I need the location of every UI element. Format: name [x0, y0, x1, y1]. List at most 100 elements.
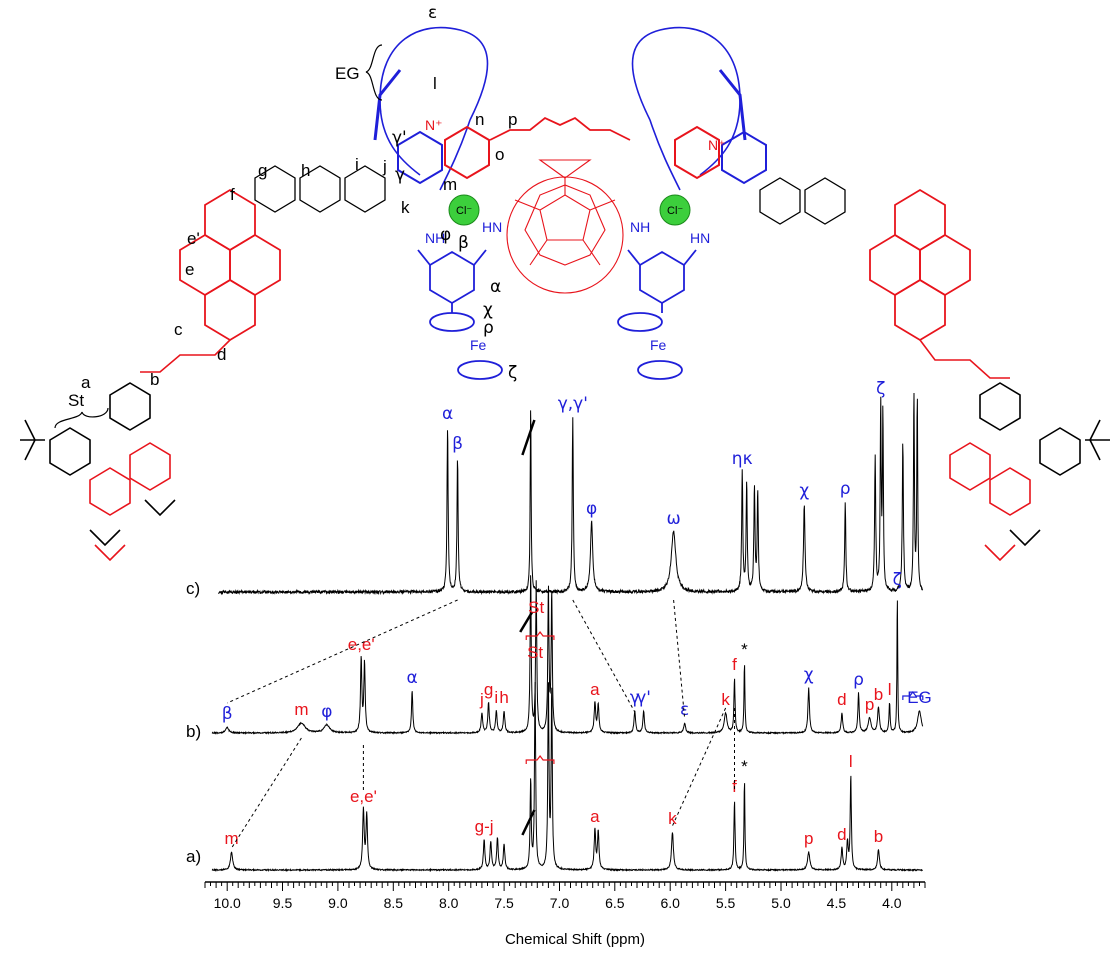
peak-label: γ: [630, 688, 640, 708]
molecular-structure: EG: [20, 3, 1110, 562]
ndi-left: [179, 188, 281, 342]
struct-letter-e-prime: e': [187, 229, 200, 248]
peak-label: e,e': [350, 787, 377, 806]
x-tick-label: 10.0: [214, 895, 241, 911]
correlation-line: [671, 707, 727, 827]
trace-label-c: c): [186, 579, 200, 598]
struct-letter-beta: β: [458, 233, 469, 253]
right-chloride-ball: [659, 194, 691, 226]
right-chloride-text: Cl⁻: [667, 205, 683, 217]
peak-label: p: [804, 829, 813, 848]
axis-break-mark: [519, 611, 534, 633]
peak-label: φ: [321, 702, 332, 722]
eg-brace: [365, 44, 383, 101]
left-ferrocene: [417, 249, 503, 380]
x-tick-label: 4.5: [827, 895, 847, 911]
right-linker: [919, 339, 1010, 379]
peak-label: EG: [907, 688, 932, 707]
peak-label: St: [528, 598, 544, 617]
struct-letter-c: c: [174, 320, 183, 339]
right-ferrocene: [617, 249, 697, 380]
peak-label: l: [888, 680, 892, 699]
struct-letter-k: k: [401, 198, 410, 217]
peak-label: β: [452, 434, 463, 454]
struct-letter-alpha: α: [490, 277, 501, 297]
st-label: St: [68, 391, 84, 410]
spectrum-trace: [217, 392, 924, 596]
peak-label: d: [837, 825, 846, 844]
struct-letter-m: m: [443, 175, 457, 194]
peak-label: g: [484, 680, 493, 699]
struct-letter-h: h: [301, 161, 310, 180]
struct-letter-b: b: [150, 370, 159, 389]
peak-label: ζ: [876, 379, 885, 399]
struct-letter-d: d: [217, 345, 226, 364]
peak-label: β: [222, 704, 233, 724]
right-nplus-label: N⁺: [708, 137, 726, 153]
peak-label: *: [741, 757, 748, 776]
peak-label: b: [874, 685, 883, 704]
x-tick-label: 9.0: [328, 895, 348, 911]
peak-label: χ: [804, 665, 814, 685]
struct-letter-a: a: [81, 373, 91, 392]
peak-label: l: [849, 752, 853, 771]
nmr-spectra: [211, 392, 924, 873]
correlation-line: [231, 737, 302, 849]
aromatic-rings: [254, 125, 846, 225]
peak-label: χ: [799, 481, 809, 501]
peak-label: m: [225, 829, 239, 848]
x-tick-label: 7.0: [550, 895, 570, 911]
left-hn-label: HN: [482, 219, 502, 235]
peak-label: ρ: [853, 670, 864, 690]
struct-letter-j: j: [382, 157, 387, 176]
peak-label: ζ: [893, 570, 902, 590]
struct-letter-p: p: [508, 110, 517, 129]
nmr-peak-labels: me,e'g-jStakf*pdlbβmφe,e'αjgihStaγγ'εkf*…: [222, 379, 932, 848]
left-chloride-text: Cl⁻: [456, 205, 472, 217]
right-hn-label: HN: [690, 230, 710, 246]
peak-label: φ: [586, 499, 597, 519]
left-nplus-label: N⁺: [425, 117, 443, 133]
correlation-line: [673, 599, 686, 719]
peak-label: i: [494, 688, 498, 707]
c60-fullerene: [506, 159, 624, 294]
x-tick-label: 4.0: [882, 895, 902, 911]
peak-label: j: [479, 690, 484, 709]
x-tick-label: 5.5: [716, 895, 736, 911]
struct-letter-chi: χ: [483, 300, 493, 320]
peak-label: ω: [666, 509, 680, 529]
struct-letter-gamma: γ: [395, 165, 405, 185]
trace-label-a: a): [186, 847, 201, 866]
peak-label: a: [590, 680, 600, 699]
struct-letter-zeta: ζ: [508, 363, 517, 383]
axis-break-mark: [521, 419, 536, 456]
struct-letter-rho: ρ: [483, 318, 494, 338]
struct-letter-g: g: [258, 161, 267, 180]
peak-label: b: [874, 827, 883, 846]
peak-brace: [902, 691, 924, 700]
x-tick-label: 5.0: [771, 895, 791, 911]
struct-letter-phi: φ: [440, 225, 451, 245]
peak-label: p: [865, 695, 874, 714]
peak-label: h: [499, 688, 508, 707]
peak-label: d: [837, 690, 846, 709]
struct-letter-i: i: [355, 155, 359, 174]
peak-label: α: [406, 668, 417, 688]
peak-label: ηκ: [732, 449, 753, 469]
right-nh-label: NH: [630, 219, 650, 235]
peak-label: γ,γ': [558, 394, 588, 414]
right-fe-label: Fe: [650, 337, 667, 353]
eg-label: EG: [335, 64, 360, 83]
x-tick-label: 6.0: [660, 895, 680, 911]
left-stopper: [20, 382, 176, 562]
peak-brace: [525, 755, 555, 764]
peak-label: e,e': [348, 635, 375, 654]
x-tick-label: 9.5: [273, 895, 293, 911]
spectrum-trace: [211, 575, 924, 735]
struct-letter-gamma-prime: γ': [392, 128, 407, 148]
left-nh-label: NH: [425, 230, 445, 246]
peak-label: k: [668, 809, 677, 828]
ndi-right: [869, 188, 971, 342]
left-crown-ether: [373, 26, 489, 191]
